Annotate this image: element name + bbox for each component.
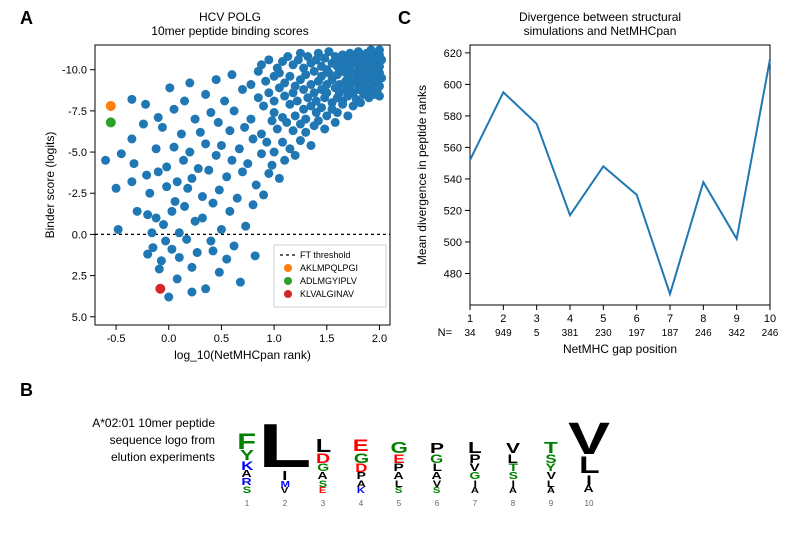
logo-column: AIGVPL bbox=[456, 443, 494, 494]
svg-text:2: 2 bbox=[500, 313, 506, 325]
logo-position-index: 7 bbox=[456, 499, 494, 508]
svg-text:540: 540 bbox=[444, 174, 462, 186]
svg-text:N=: N= bbox=[438, 327, 452, 339]
svg-text:AKLMPQLPGI: AKLMPQLPGI bbox=[300, 263, 358, 273]
logo-column: SLAPEG bbox=[380, 443, 418, 494]
svg-text:0.0: 0.0 bbox=[72, 229, 87, 241]
logo-column: AISTLV bbox=[494, 443, 532, 494]
logo-letter: P bbox=[430, 443, 444, 455]
svg-text:187: 187 bbox=[662, 328, 679, 339]
svg-text:1.0: 1.0 bbox=[266, 333, 281, 345]
svg-text:-2.5: -2.5 bbox=[68, 188, 87, 200]
svg-text:2.0: 2.0 bbox=[372, 333, 387, 345]
logo-column: ESAGDL bbox=[304, 439, 342, 494]
svg-text:246: 246 bbox=[695, 328, 712, 339]
svg-text:246: 246 bbox=[762, 328, 779, 339]
panel-b-caption: A*02:01 10mer peptide sequence logo from… bbox=[30, 415, 215, 465]
logo-letter: L bbox=[315, 439, 330, 453]
panel-b-caption-1: A*02:01 10mer peptide bbox=[30, 415, 215, 432]
logo-column: AILV bbox=[570, 421, 608, 494]
svg-text:5: 5 bbox=[534, 328, 540, 339]
svg-text:Mean divergence in peptide ran: Mean divergence in peptide ranks bbox=[415, 85, 429, 265]
svg-text:5.0: 5.0 bbox=[72, 312, 87, 324]
logo-position-index: 10 bbox=[570, 499, 608, 508]
svg-text:Binder score (logits): Binder score (logits) bbox=[43, 132, 57, 239]
logo-column: SVALGP bbox=[418, 443, 456, 494]
svg-text:600: 600 bbox=[444, 79, 462, 91]
panel-a-title: HCV POLG 10mer peptide binding scores bbox=[80, 10, 380, 38]
svg-text:381: 381 bbox=[562, 328, 579, 339]
logo-letter: E bbox=[353, 439, 369, 452]
svg-text:520: 520 bbox=[444, 205, 462, 217]
logo-letter: V bbox=[281, 488, 288, 494]
sequence-logo: SRAKYF1VMIL2ESAGDL3KAPDGE4SLAPEG5SVALGP6… bbox=[228, 388, 608, 508]
svg-text:10: 10 bbox=[764, 313, 776, 325]
panel-label-c: C bbox=[398, 8, 411, 29]
svg-text:3: 3 bbox=[534, 313, 540, 325]
svg-text:480: 480 bbox=[444, 268, 462, 280]
svg-text:620: 620 bbox=[444, 48, 462, 60]
svg-text:KLVALGINAV: KLVALGINAV bbox=[300, 289, 354, 299]
logo-letter: G bbox=[390, 443, 407, 455]
svg-text:1: 1 bbox=[467, 313, 473, 325]
logo-column: KAPDGE bbox=[342, 439, 380, 494]
svg-text:-10.0: -10.0 bbox=[62, 65, 87, 77]
logo-position-index: 5 bbox=[380, 499, 418, 508]
panel-b-caption-2: sequence logo from bbox=[30, 432, 215, 449]
logo-position-index: 9 bbox=[532, 499, 570, 508]
logo-position-index: 8 bbox=[494, 499, 532, 508]
logo-letter: T bbox=[544, 443, 558, 455]
svg-text:342: 342 bbox=[728, 328, 745, 339]
svg-text:0.5: 0.5 bbox=[214, 333, 229, 345]
logo-letter: L bbox=[468, 443, 482, 455]
logo-letter: V bbox=[506, 443, 520, 455]
svg-text:230: 230 bbox=[595, 328, 612, 339]
svg-text:0.0: 0.0 bbox=[161, 333, 176, 345]
logo-position-index: 1 bbox=[228, 499, 266, 508]
svg-text:5: 5 bbox=[600, 313, 606, 325]
svg-text:500: 500 bbox=[444, 237, 462, 249]
svg-text:560: 560 bbox=[444, 142, 462, 154]
svg-text:1.5: 1.5 bbox=[319, 333, 334, 345]
logo-position-index: 2 bbox=[266, 499, 304, 508]
svg-text:34: 34 bbox=[464, 328, 476, 339]
svg-text:NetMHC gap position: NetMHC gap position bbox=[563, 342, 677, 356]
svg-text:FT threshold: FT threshold bbox=[300, 250, 350, 260]
logo-letter: V bbox=[568, 421, 610, 456]
panel-label-b: B bbox=[20, 380, 33, 401]
panel-b-caption-3: elution experiments bbox=[30, 449, 215, 466]
svg-text:-5.0: -5.0 bbox=[68, 147, 87, 159]
svg-text:580: 580 bbox=[444, 111, 462, 123]
panel-c-chart: 4805005205405605806006201342949354381523… bbox=[410, 35, 780, 375]
svg-text:ADLMGYIPLV: ADLMGYIPLV bbox=[300, 276, 357, 286]
svg-text:log_10(NetMHCpan rank): log_10(NetMHCpan rank) bbox=[174, 348, 311, 362]
logo-column: ALVYST bbox=[532, 443, 570, 494]
svg-text:2.5: 2.5 bbox=[72, 271, 87, 283]
svg-text:-0.5: -0.5 bbox=[107, 333, 126, 345]
logo-column: VMIL bbox=[266, 423, 304, 494]
logo-letter: F bbox=[238, 433, 257, 450]
svg-text:7: 7 bbox=[667, 313, 673, 325]
svg-text:9: 9 bbox=[734, 313, 740, 325]
logo-position-index: 3 bbox=[304, 499, 342, 508]
logo-position-index: 4 bbox=[342, 499, 380, 508]
panel-label-a: A bbox=[20, 8, 33, 29]
logo-position-index: 6 bbox=[418, 499, 456, 508]
svg-text:8: 8 bbox=[700, 313, 706, 325]
svg-text:949: 949 bbox=[495, 328, 512, 339]
svg-text:6: 6 bbox=[634, 313, 640, 325]
svg-text:197: 197 bbox=[628, 328, 645, 339]
panel-c-title: Divergence between structural simulation… bbox=[440, 10, 760, 38]
panel-a-chart: -0.5 0.0 0.5 1.0 1.5 2.0 -10.0 -7.5 -5.0 -2.5 0.0 2… bbox=[40, 35, 400, 375]
svg-text:4: 4 bbox=[567, 313, 573, 325]
panel-a-title-line1: HCV POLG bbox=[80, 10, 380, 24]
svg-text:-7.5: -7.5 bbox=[68, 106, 87, 118]
